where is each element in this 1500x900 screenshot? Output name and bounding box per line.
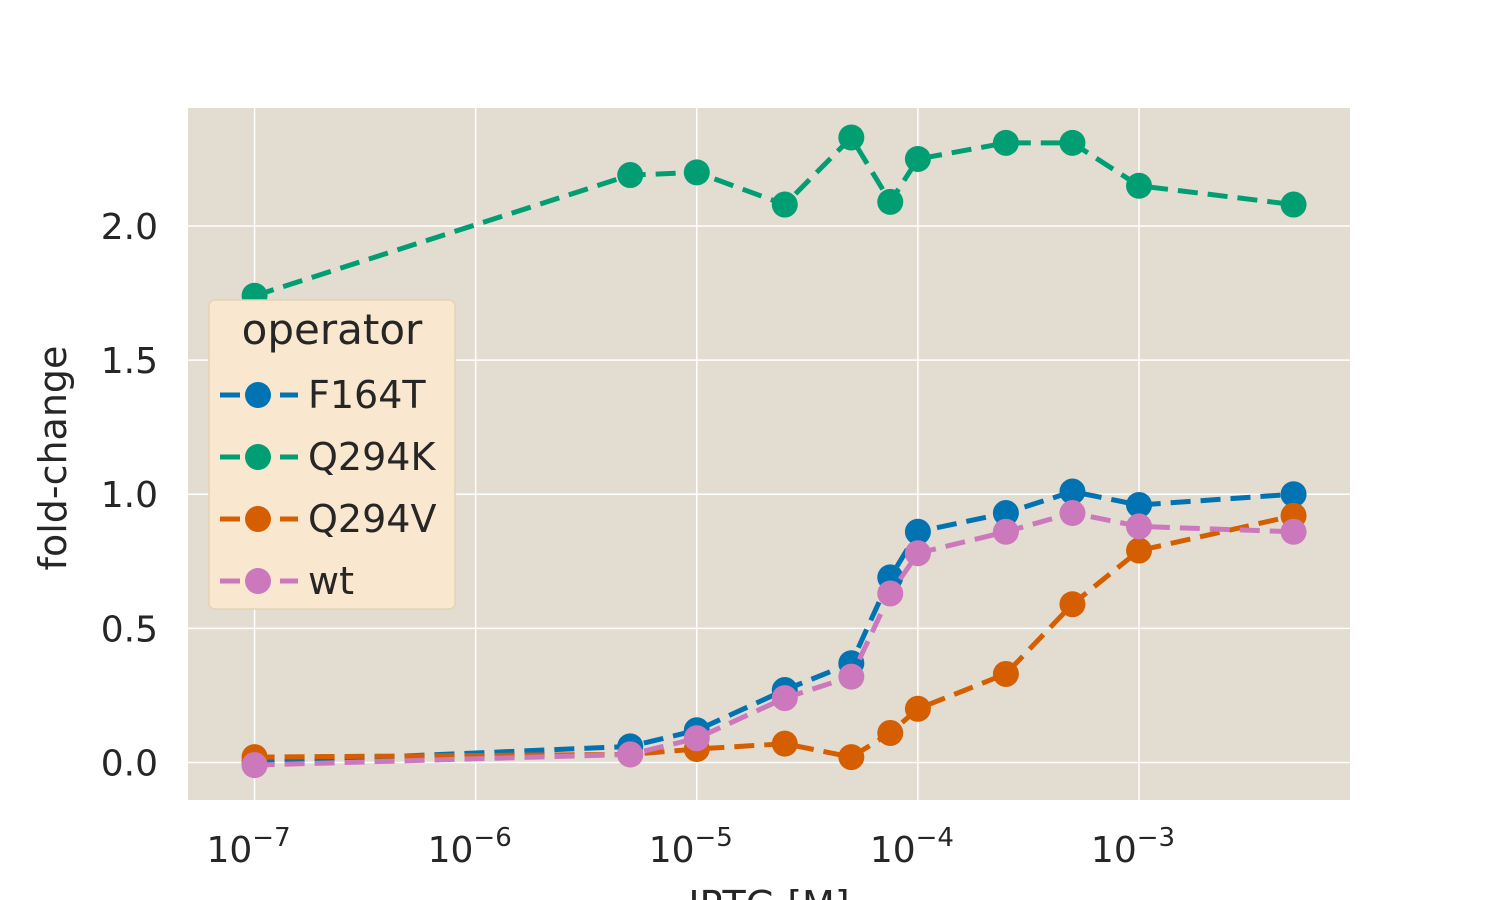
x-tick-label: 10−7 bbox=[206, 823, 290, 871]
legend: operator F164T Q294K Q294V wt bbox=[208, 299, 456, 610]
data-point bbox=[771, 191, 798, 218]
data-point bbox=[1126, 513, 1153, 540]
y-tick-label: 0.5 bbox=[101, 609, 158, 650]
y-tick-label: 1.5 bbox=[101, 341, 158, 382]
x-tick-label: 10−3 bbox=[1091, 823, 1175, 871]
legend-marker bbox=[245, 444, 271, 470]
legend-label: Q294V bbox=[308, 497, 436, 541]
x-tick-label: 10−6 bbox=[428, 823, 512, 871]
y-axis-ticks: 0.0 0.5 1.0 1.5 2.0 bbox=[101, 207, 158, 784]
data-point bbox=[838, 663, 865, 690]
x-tick-label: 10−5 bbox=[649, 823, 733, 871]
data-point bbox=[617, 741, 644, 768]
data-point bbox=[838, 124, 865, 151]
x-tick-label: 10−4 bbox=[870, 823, 954, 871]
data-point bbox=[1059, 591, 1086, 618]
data-point bbox=[1126, 172, 1153, 199]
data-point bbox=[904, 518, 931, 545]
legend-title: operator bbox=[242, 305, 423, 354]
legend-item: Q294V bbox=[220, 497, 436, 541]
data-point bbox=[904, 695, 931, 722]
data-point bbox=[1280, 481, 1307, 508]
legend-marker bbox=[245, 382, 271, 408]
data-point bbox=[877, 188, 904, 215]
x-axis-label: IPTG [M] bbox=[688, 883, 849, 900]
data-point bbox=[617, 162, 644, 189]
data-point bbox=[877, 719, 904, 746]
legend-box bbox=[208, 299, 456, 610]
data-point bbox=[1059, 500, 1086, 527]
legend-item: wt bbox=[220, 559, 354, 603]
legend-item: Q294K bbox=[220, 435, 436, 479]
data-point bbox=[771, 685, 798, 712]
data-point bbox=[1059, 129, 1086, 156]
legend-label: F164T bbox=[308, 373, 426, 417]
data-point bbox=[904, 540, 931, 567]
data-point bbox=[771, 730, 798, 757]
y-tick-label: 2.0 bbox=[101, 207, 158, 248]
series-q294k bbox=[241, 124, 1307, 309]
data-point bbox=[904, 145, 931, 172]
data-point bbox=[877, 580, 904, 607]
legend-marker bbox=[245, 568, 271, 594]
data-point bbox=[241, 752, 268, 779]
data-point bbox=[683, 725, 710, 752]
legend-items: F164T Q294K Q294V wt bbox=[220, 373, 436, 603]
data-point bbox=[1280, 518, 1307, 545]
legend-marker bbox=[245, 506, 271, 532]
series-wt bbox=[241, 500, 1307, 779]
y-tick-label: 0.0 bbox=[101, 743, 158, 784]
y-axis-label: fold-change bbox=[31, 346, 75, 571]
data-point bbox=[683, 159, 710, 186]
x-axis-ticks: 10−7 10−6 10−5 10−4 10−3 bbox=[206, 823, 1175, 871]
data-point bbox=[838, 744, 865, 771]
y-tick-label: 1.0 bbox=[101, 475, 158, 516]
data-point bbox=[992, 660, 1019, 687]
data-point bbox=[992, 129, 1019, 156]
legend-label: wt bbox=[308, 559, 354, 603]
data-point bbox=[1059, 478, 1086, 505]
data-point bbox=[1126, 537, 1153, 564]
series-layer bbox=[241, 124, 1307, 779]
data-point bbox=[1280, 191, 1307, 218]
data-point bbox=[1126, 491, 1153, 518]
legend-item: F164T bbox=[220, 373, 426, 417]
data-point bbox=[992, 518, 1019, 545]
legend-label: Q294K bbox=[308, 435, 436, 479]
data-point bbox=[992, 500, 1019, 527]
